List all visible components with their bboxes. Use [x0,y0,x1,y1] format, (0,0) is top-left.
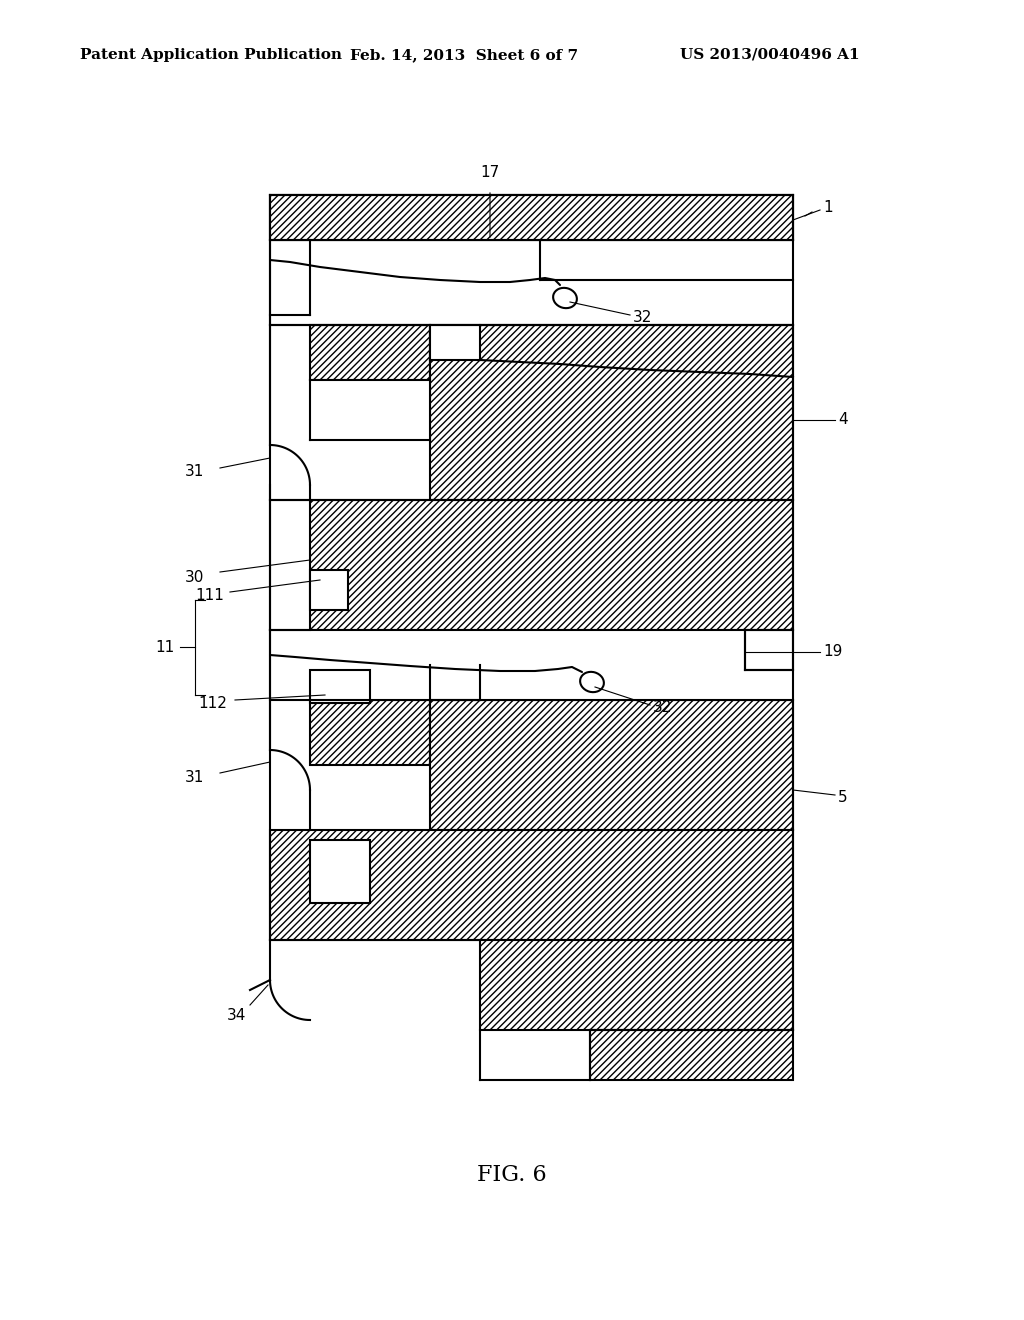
Bar [310,500,793,630]
Text: FIG. 6: FIG. 6 [477,1164,547,1185]
Text: Patent Application Publication: Patent Application Publication [80,48,342,62]
Bar [430,325,480,360]
Bar [430,325,793,500]
Text: Feb. 14, 2013  Sheet 6 of 7: Feb. 14, 2013 Sheet 6 of 7 [350,48,579,62]
Bar [310,840,370,903]
Text: 4: 4 [838,412,848,428]
Bar [310,325,430,380]
Bar [745,630,793,671]
Text: 11: 11 [155,639,174,655]
Bar [430,700,793,830]
Bar [430,665,480,700]
Text: 31: 31 [185,770,205,784]
Text: 32: 32 [633,309,652,325]
Text: 32: 32 [653,701,673,715]
Text: 5: 5 [838,791,848,805]
Ellipse shape [553,288,577,308]
Bar [270,195,793,240]
Bar [270,830,793,940]
Text: 34: 34 [227,1007,247,1023]
Text: 31: 31 [185,465,205,479]
Text: 30: 30 [185,569,205,585]
Text: 112: 112 [198,696,227,710]
Text: 17: 17 [480,165,500,180]
Bar [310,700,430,766]
Text: US 2013/0040496 A1: US 2013/0040496 A1 [680,48,859,62]
Text: 19: 19 [823,644,843,660]
Bar [270,195,793,240]
Bar [310,380,430,440]
Bar [310,671,370,704]
Bar [310,570,348,610]
Text: 111: 111 [195,589,224,603]
Bar [270,630,793,700]
Bar [590,1030,793,1080]
Bar [480,940,793,1030]
Ellipse shape [581,672,604,692]
Text: 1: 1 [823,201,833,215]
